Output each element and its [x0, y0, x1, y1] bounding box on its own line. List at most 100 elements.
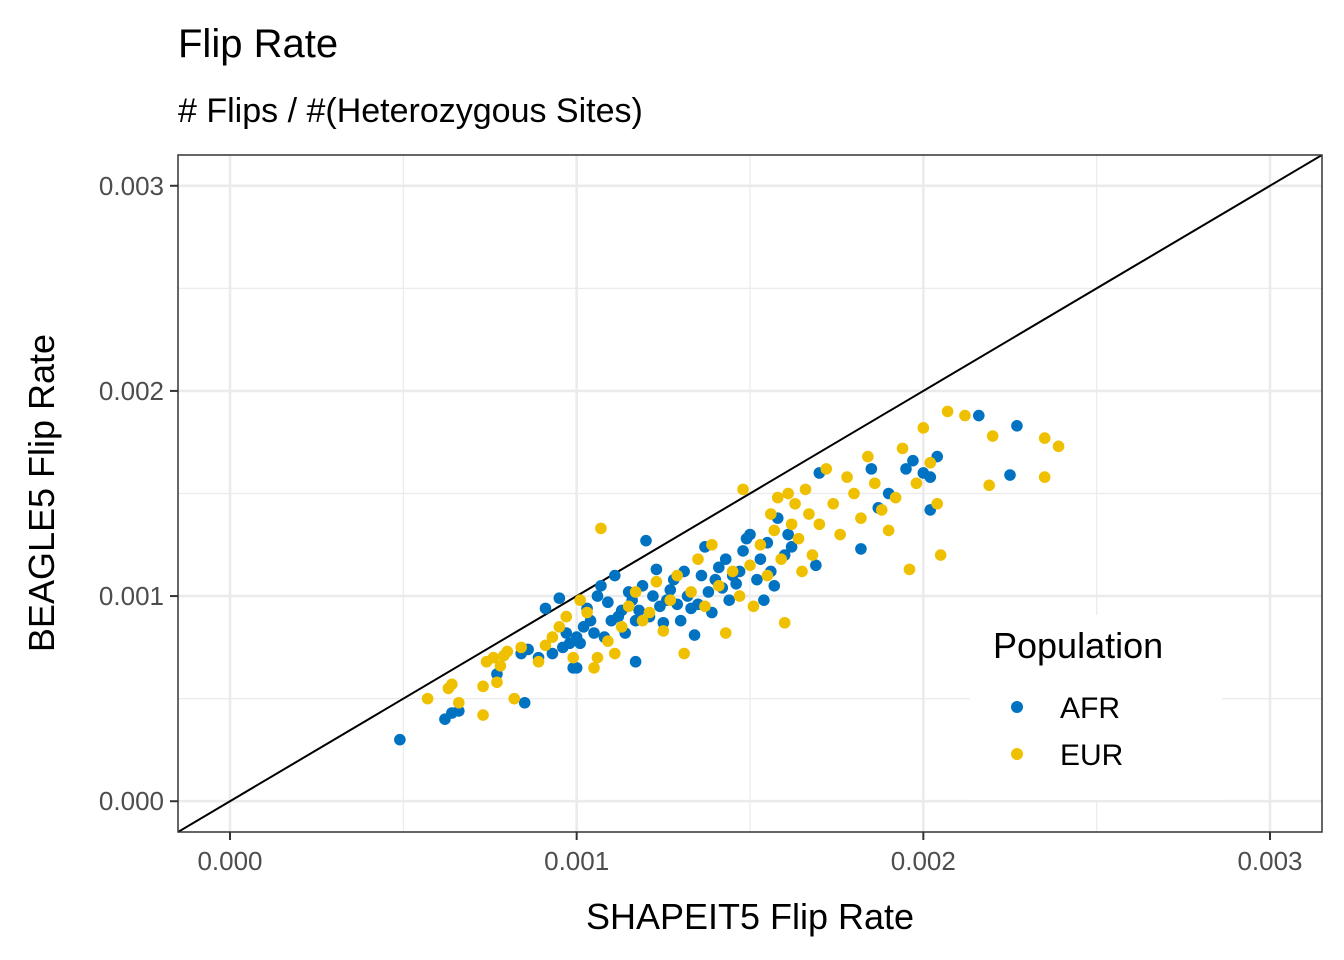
- data-point-eur: [813, 518, 826, 531]
- data-point-eur: [508, 692, 521, 705]
- legend-item-eur: EUR: [1011, 739, 1123, 772]
- y-tick-label: 0.001: [99, 581, 164, 611]
- data-point-eur: [421, 692, 434, 705]
- data-point-eur: [778, 616, 791, 629]
- data-point-afr: [602, 596, 614, 609]
- data-point-afr: [453, 705, 465, 717]
- data-point-eur: [671, 569, 683, 582]
- data-point-afr: [785, 541, 798, 553]
- data-point-eur: [539, 639, 552, 652]
- data-point-afr: [591, 590, 604, 602]
- data-point-eur: [737, 483, 749, 496]
- data-point-afr: [737, 545, 749, 557]
- data-point-afr: [629, 655, 642, 668]
- y-axis-ticks: 0.000 0.001 0.002 0.003: [99, 171, 178, 816]
- data-point-afr: [546, 647, 559, 660]
- chart-title: Flip Rate: [178, 22, 338, 66]
- y-tick-label: 0.003: [99, 171, 164, 201]
- data-point-afr: [907, 454, 919, 467]
- data-point-eur: [615, 621, 628, 633]
- data-point-afr: [518, 696, 531, 709]
- data-point-eur: [910, 477, 923, 490]
- data-point-eur: [650, 575, 663, 588]
- data-point-afr: [900, 463, 912, 475]
- data-point-afr: [609, 569, 621, 582]
- data-point-afr: [588, 627, 600, 639]
- x-axis-ticks: 0.000 0.001 0.002 0.003: [197, 832, 1303, 876]
- data-point-eur: [595, 522, 607, 535]
- data-point-eur: [560, 610, 573, 623]
- data-point-afr: [657, 616, 670, 629]
- data-point-afr: [810, 559, 822, 572]
- data-point-afr: [1004, 469, 1016, 481]
- data-point-eur: [782, 487, 794, 500]
- data-point-afr: [695, 569, 708, 582]
- data-point-afr: [688, 629, 701, 641]
- data-point-afr: [650, 563, 663, 576]
- data-point-eur: [869, 477, 881, 490]
- x-axis-title: SHAPEIT5 Flip Rate: [586, 896, 914, 937]
- data-point-eur: [477, 680, 489, 693]
- x-tick-label: 0.000: [197, 846, 262, 876]
- data-point-eur: [924, 456, 937, 469]
- y-axis-title: BEAGLE5 Flip Rate: [21, 334, 62, 652]
- data-point-eur: [494, 660, 507, 672]
- data-point-eur: [678, 647, 690, 660]
- data-point-eur: [803, 508, 815, 520]
- data-point-eur: [532, 655, 545, 668]
- data-point-eur: [959, 409, 971, 422]
- x-tick-label: 0.003: [1237, 846, 1302, 876]
- data-point-eur: [501, 645, 514, 658]
- x-tick-label: 0.002: [891, 846, 956, 876]
- x-tick-label: 0.001: [544, 846, 609, 876]
- data-point-afr: [640, 534, 652, 547]
- data-point-eur: [591, 651, 604, 664]
- data-point-afr: [595, 580, 607, 592]
- data-point-eur: [1038, 432, 1051, 444]
- data-point-eur: [799, 483, 812, 496]
- data-point-afr: [633, 604, 645, 617]
- data-point-afr: [723, 594, 735, 606]
- data-point-eur: [848, 487, 860, 500]
- data-point-eur: [761, 569, 774, 582]
- y-tick-label: 0.000: [99, 786, 164, 816]
- data-point-eur: [636, 614, 649, 627]
- data-point-eur: [487, 651, 500, 664]
- data-point-afr: [744, 528, 756, 541]
- data-point-eur: [553, 621, 566, 633]
- data-point-afr: [751, 573, 763, 586]
- data-point-afr: [570, 662, 583, 674]
- data-point-eur: [775, 553, 787, 565]
- data-point-eur: [903, 563, 916, 576]
- data-point-eur: [768, 524, 781, 537]
- data-point-eur: [664, 594, 677, 606]
- data-point-afr: [674, 614, 687, 627]
- data-point-afr: [855, 543, 867, 555]
- legend-key-eur: [1011, 748, 1023, 760]
- data-point-eur: [1038, 471, 1051, 483]
- data-point-eur: [588, 662, 600, 674]
- data-point-afr: [973, 409, 985, 422]
- data-point-afr: [702, 586, 715, 598]
- legend-item-afr: AFR: [1011, 692, 1120, 725]
- data-point-afr: [713, 561, 725, 574]
- chart-subtitle: # Flips / #(Heterozygous Sites): [178, 92, 643, 130]
- data-point-eur: [747, 600, 760, 613]
- data-point-eur: [754, 538, 767, 551]
- data-point-eur: [841, 471, 853, 483]
- data-point-eur: [706, 538, 718, 551]
- data-point-eur: [834, 528, 846, 541]
- data-point-eur: [744, 559, 756, 572]
- data-point-eur: [792, 532, 805, 545]
- legend-items: AFR EUR: [1011, 692, 1123, 772]
- data-point-eur: [820, 463, 833, 475]
- data-point-eur: [602, 635, 614, 648]
- data-point-eur: [581, 606, 593, 619]
- data-point-afr: [754, 553, 767, 565]
- data-point-eur: [889, 491, 902, 504]
- data-point-afr: [782, 528, 794, 541]
- data-point-afr: [730, 577, 742, 590]
- data-point-eur: [862, 450, 874, 463]
- data-point-eur: [685, 586, 697, 598]
